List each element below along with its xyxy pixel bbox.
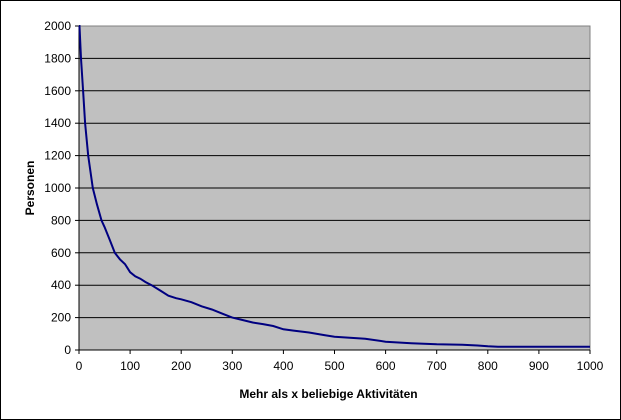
x-axis: 0 100 200 300 400 500 600 700 800 900 1000	[76, 349, 604, 373]
y-tick-label: 1000	[44, 181, 71, 195]
gridlines	[79, 57, 590, 319]
x-tick-label: 500	[324, 359, 344, 373]
x-tick-label: 0	[76, 359, 83, 373]
y-tick-label: 200	[51, 311, 71, 325]
y-tick-label: 600	[51, 246, 71, 260]
x-tick-label: 700	[427, 359, 447, 373]
y-tick-label: 800	[51, 213, 71, 227]
y-tick-label: 1400	[44, 116, 71, 130]
x-tick-label: 1000	[577, 359, 604, 373]
x-tick-label: 600	[376, 359, 396, 373]
x-tick-label: 400	[273, 359, 293, 373]
y-tick-label: 1800	[44, 51, 71, 65]
data-line	[78, 25, 590, 348]
y-tick-label: 1600	[44, 84, 71, 98]
y-tick-label: 2000	[44, 19, 71, 33]
y-axis-title: Personen	[23, 161, 37, 216]
x-tick-label: 900	[529, 359, 549, 373]
y-tick-label: 1200	[44, 149, 71, 163]
x-tick-label: 100	[120, 359, 140, 373]
y-axis: 0 200 400 600 800 1000 1200 1400 1600 1800 2000	[44, 19, 80, 357]
x-tick-label: 800	[478, 359, 498, 373]
x-tick-label: 300	[222, 359, 242, 373]
y-tick-label: 0	[64, 343, 71, 357]
y-tick-label: 400	[51, 278, 71, 292]
x-axis-title: Mehr als x beliebige Aktivitäten	[239, 387, 417, 401]
x-tick-label: 200	[171, 359, 191, 373]
